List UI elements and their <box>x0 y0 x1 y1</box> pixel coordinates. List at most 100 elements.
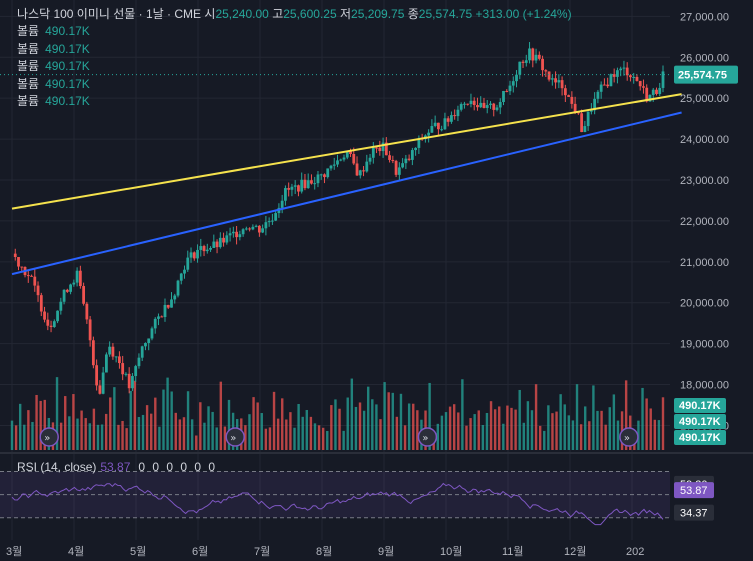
candle-body <box>323 174 326 178</box>
candle-body <box>56 310 59 322</box>
candle-body <box>515 74 518 82</box>
volume-bar <box>563 404 566 450</box>
candle-body <box>563 88 567 96</box>
event-marker-icon[interactable] <box>225 427 245 447</box>
candle-body <box>43 311 46 320</box>
candle-body <box>524 60 528 63</box>
volume-bar <box>76 418 79 450</box>
event-marker-icon[interactable] <box>619 427 639 447</box>
candle-body <box>189 252 193 258</box>
volume-bar <box>440 415 444 450</box>
volume-legend: 볼륨 490.17K 볼륨 490.17K 볼륨 490.17K 볼륨 490.17K … <box>17 23 90 111</box>
volume-bar <box>481 424 485 450</box>
volume-bar <box>571 420 575 450</box>
candle-body <box>407 158 411 160</box>
volume-bar <box>64 396 67 450</box>
candle-body <box>215 241 219 248</box>
price-tick-label: 23,000.00 <box>680 175 729 187</box>
volume-bar <box>436 423 440 450</box>
candle-body <box>651 89 655 95</box>
change-value: +313.00 (+1.24%) <box>475 7 572 21</box>
volume-bar <box>534 384 538 450</box>
candle-body <box>616 70 619 77</box>
candle-body <box>218 237 222 248</box>
candle-body <box>157 316 160 319</box>
price-tick-label: 20,000.00 <box>680 298 729 310</box>
volume-bar <box>371 399 374 450</box>
volume-bar <box>584 406 587 450</box>
volume-bar <box>592 385 595 450</box>
candle-body <box>440 129 444 131</box>
candle-body <box>437 122 440 130</box>
candle-body <box>625 67 629 76</box>
candle-body <box>580 113 584 133</box>
candle-body <box>36 285 40 296</box>
volume-bar <box>358 402 362 450</box>
volume-bar <box>588 421 591 450</box>
time-axis-label: 3월 <box>6 545 22 558</box>
volume-bar <box>403 425 407 450</box>
candle-body <box>88 319 92 341</box>
candle-body <box>456 109 460 117</box>
volume-bar <box>367 386 370 450</box>
volume-bar <box>96 424 100 450</box>
event-marker-icon[interactable] <box>417 427 438 447</box>
candle-body <box>85 303 89 320</box>
candle-body <box>192 252 196 259</box>
volume-bar <box>399 393 403 450</box>
volume-bar <box>653 419 657 450</box>
candle-body <box>140 346 144 358</box>
rsi-header[interactable]: RSI (14, close) 53.87 0 0 0 0 0 0 <box>17 460 217 474</box>
candle-body <box>358 170 362 176</box>
volume-bar <box>129 390 132 450</box>
candle-body <box>661 71 665 88</box>
volume-legend-row[interactable]: 볼륨 490.17K <box>17 76 90 94</box>
candle-body <box>300 179 304 192</box>
volume-label: 볼륨 <box>17 59 40 73</box>
volume-bar <box>383 382 386 450</box>
candle-body <box>244 228 248 230</box>
candle-body <box>121 363 125 375</box>
candle-body <box>313 183 317 185</box>
volume-bar <box>448 406 452 450</box>
event-marker-icon[interactable] <box>39 427 59 447</box>
symbol-title[interactable]: 나스닥 100 이미니 선물 · 1날 · CME <box>17 7 202 21</box>
candle-body <box>388 155 391 160</box>
volume-bar <box>92 408 96 450</box>
volume-bar <box>297 403 300 450</box>
candle-body <box>534 54 538 61</box>
candle-body <box>183 269 186 274</box>
volume-bar <box>428 382 431 450</box>
volume-bar <box>616 420 620 450</box>
volume-legend-row[interactable]: 볼륨 490.17K <box>17 23 90 41</box>
candle-body <box>472 100 476 105</box>
volume-bar <box>272 391 276 450</box>
volume-bar <box>379 419 382 450</box>
candle-body <box>170 299 173 308</box>
volume-bar <box>387 392 390 450</box>
volume-legend-row[interactable]: 볼륨 490.17K <box>17 93 90 111</box>
volume-label: 볼륨 <box>17 76 40 91</box>
volume-bar <box>158 426 161 450</box>
candle-body <box>339 159 343 161</box>
volume-bar <box>350 378 354 450</box>
volume-bar <box>498 406 501 450</box>
candle-body <box>202 246 206 252</box>
volume-bar <box>317 425 321 450</box>
symbol-header[interactable]: 나스닥 100 이미니 선물 · 1날 · CME 시25,240.00 고25… <box>17 5 572 22</box>
candle-body <box>13 253 17 258</box>
volume-legend-row[interactable]: 볼륨 490.17K <box>17 41 90 59</box>
candle-body <box>541 58 544 71</box>
volume-legend-row[interactable]: 볼륨 490.17K <box>17 58 90 76</box>
volume-bar <box>121 420 124 450</box>
price-tick-label: 19,000.00 <box>680 339 729 351</box>
rsi-line <box>11 482 664 526</box>
candle-body <box>401 163 404 168</box>
trend-line[interactable] <box>11 111 682 276</box>
candle-body <box>108 346 112 355</box>
volume-bar <box>178 419 182 450</box>
candle-body <box>316 174 320 184</box>
trend-line[interactable] <box>11 93 682 210</box>
candle-body <box>505 90 509 92</box>
